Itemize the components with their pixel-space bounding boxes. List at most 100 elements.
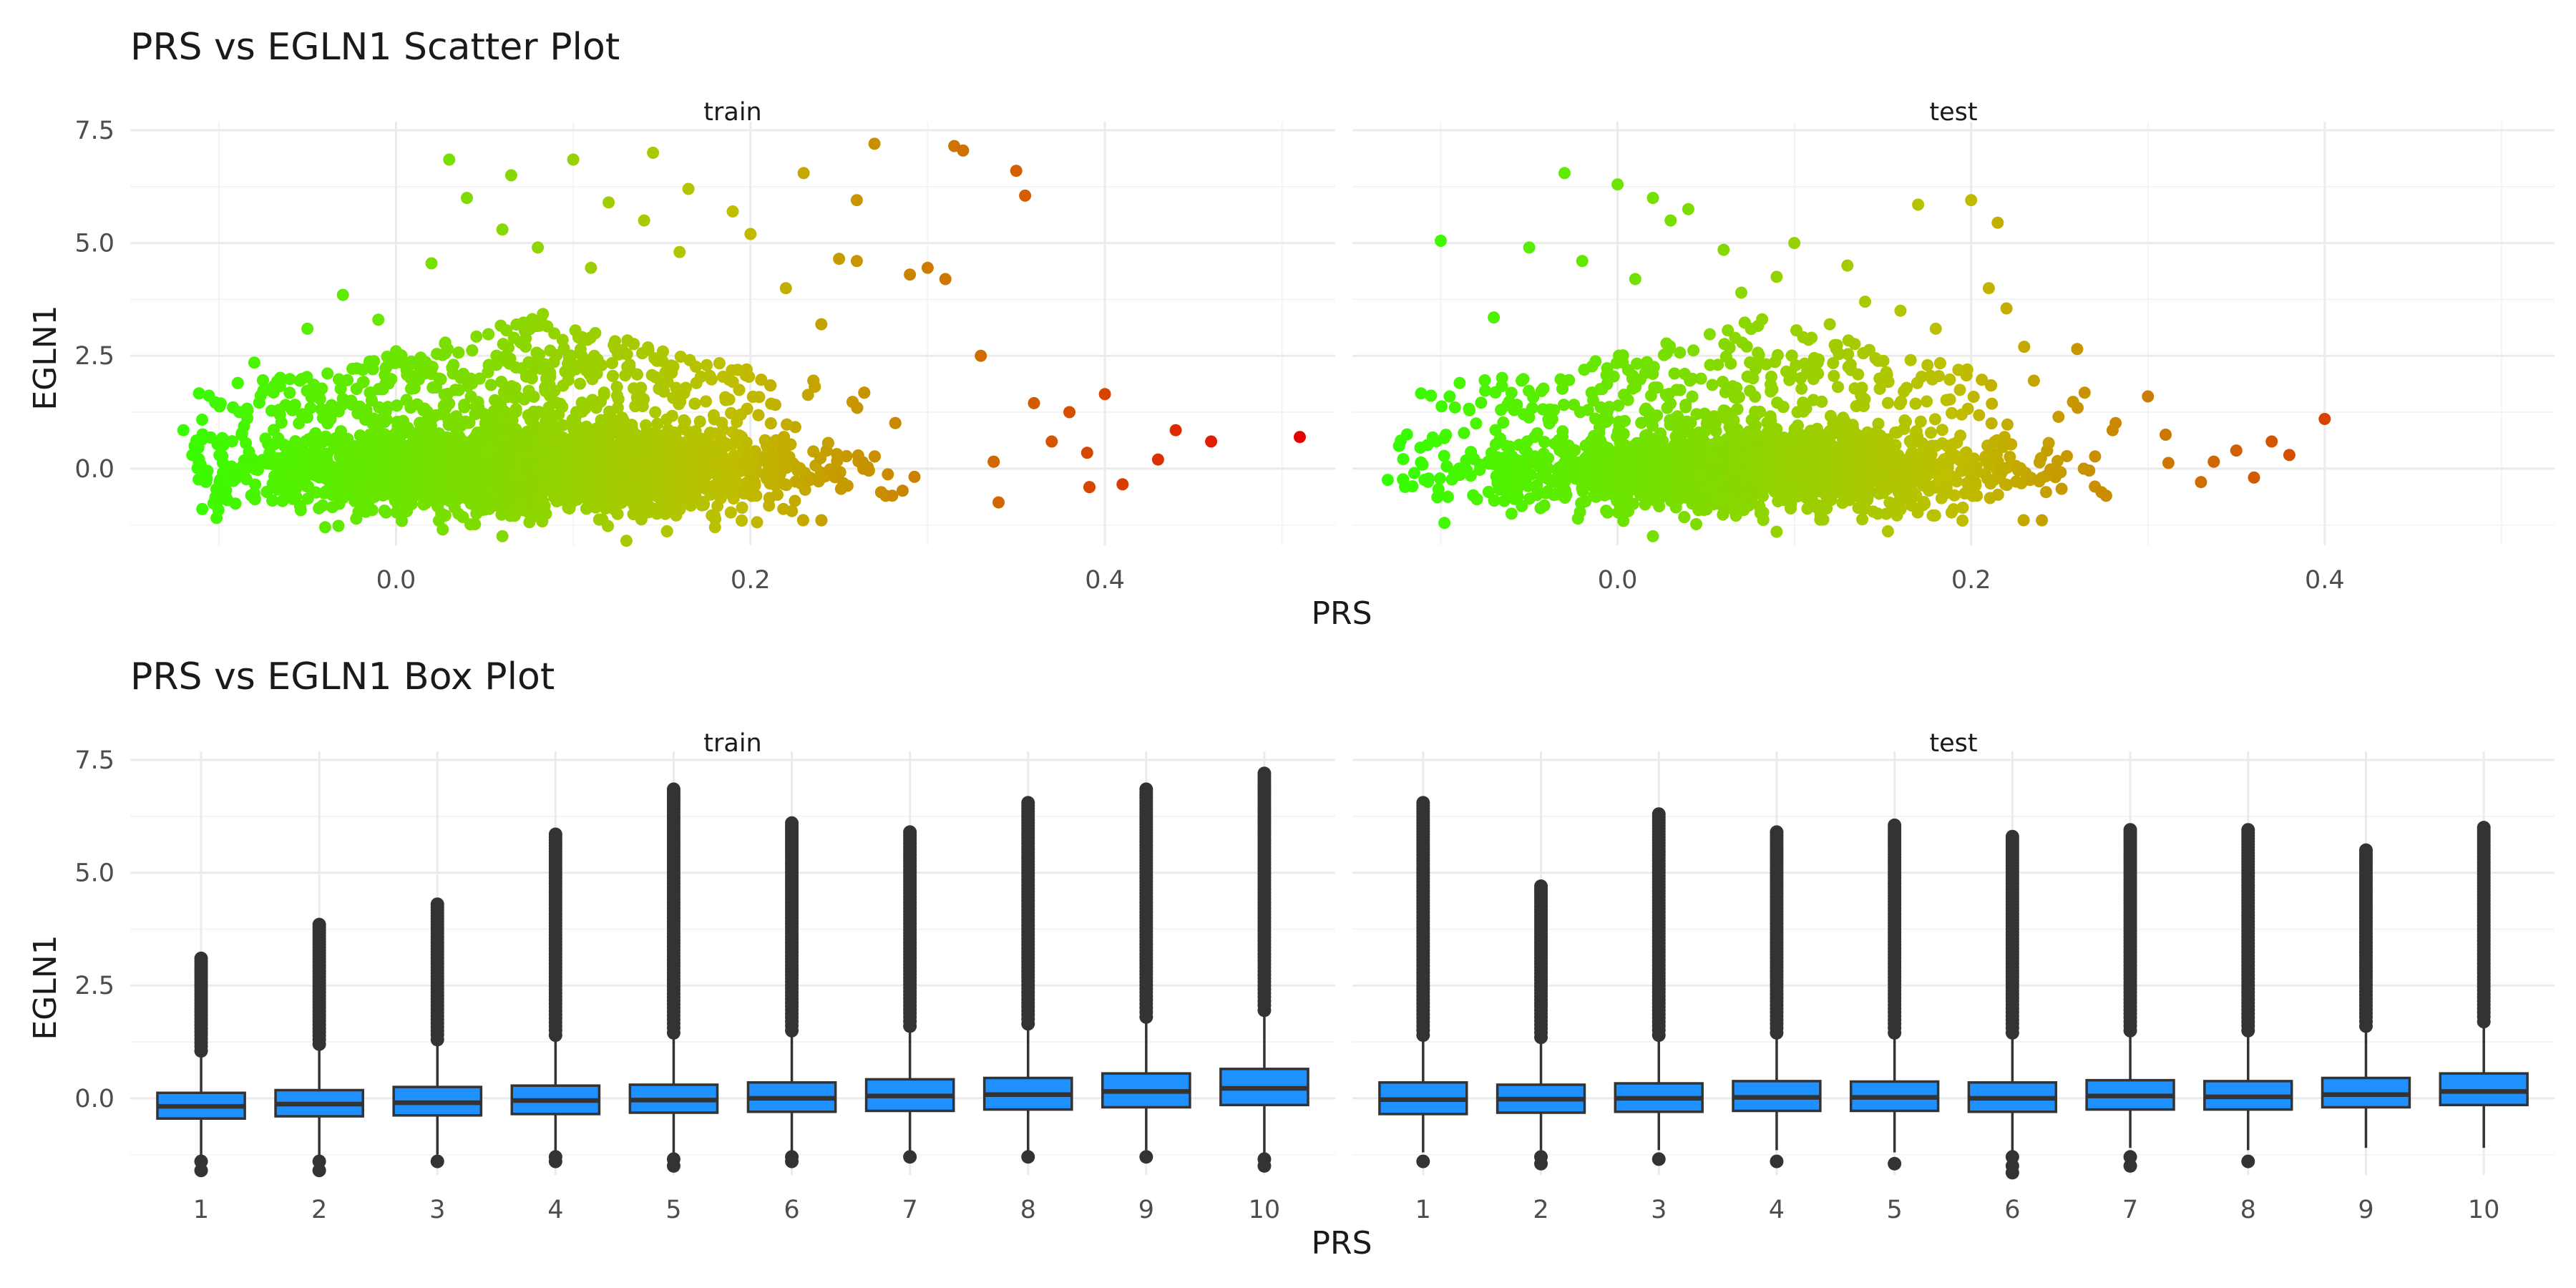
scatter-point [326, 404, 338, 416]
scatter-point [611, 507, 624, 520]
scatter-point [646, 505, 658, 518]
scatter-point [746, 489, 758, 502]
scatter-point [605, 357, 618, 369]
scatter-point [868, 450, 881, 463]
scatter-point [275, 416, 288, 429]
scatter-point [700, 395, 712, 408]
scatter-point [708, 413, 721, 426]
scatter-point [547, 444, 560, 457]
scatter-point [543, 385, 556, 398]
scatter-point [196, 502, 209, 515]
facet-label-train: train [703, 98, 761, 127]
scatter-point [249, 478, 262, 491]
scatter-point [740, 363, 753, 376]
scatter-point [535, 313, 547, 326]
scatter-point [283, 373, 296, 386]
scatter-point [543, 410, 556, 423]
scatter-point [594, 395, 607, 408]
scatter-point [321, 367, 334, 380]
scatter-point [200, 472, 213, 485]
scatter-point [273, 404, 286, 416]
scatter-point [608, 338, 620, 351]
scatter-point [652, 372, 665, 385]
scatter-point [606, 417, 619, 430]
scatter-point [1083, 481, 1096, 494]
scatter-point [764, 417, 777, 430]
scatter-point [332, 519, 345, 532]
scatter-point [243, 446, 255, 459]
scatter-point [679, 381, 692, 394]
scatter-point [465, 491, 478, 503]
box-title: PRS vs EGLN1 Box Plot [130, 655, 555, 698]
scatter-point [502, 341, 514, 354]
scatter-point [213, 400, 226, 413]
scatter-point [466, 344, 479, 357]
scatter-point [611, 389, 623, 402]
scatter-point [660, 525, 673, 537]
scatter-point [389, 430, 401, 443]
scatter-point [837, 477, 849, 489]
scatter-point [210, 512, 223, 525]
scatter-point [620, 348, 633, 361]
scatter-point [235, 426, 248, 439]
scatter-point [678, 414, 691, 426]
scatter-point [479, 503, 492, 516]
scatter-cloud-train [188, 308, 1096, 537]
scatter-point [326, 488, 339, 501]
scatter-point [447, 358, 460, 371]
scatter-point [640, 426, 653, 439]
scatter-point [763, 477, 776, 490]
scatter-point [723, 374, 736, 386]
scatter-point [214, 438, 226, 451]
scatter-point [313, 385, 326, 397]
scatter-point [596, 513, 609, 526]
scatter-point [590, 356, 603, 369]
scatter-point [452, 346, 465, 359]
scatter-point [814, 452, 827, 464]
scatter-point [670, 509, 683, 522]
scatter-point [584, 331, 597, 344]
scatter-title: PRS vs EGLN1 Scatter Plot [130, 26, 620, 69]
scatter-point [457, 511, 469, 524]
scatter-point [636, 347, 649, 360]
scatter-point [621, 361, 634, 374]
scatter-point [834, 466, 847, 479]
scatter-point [440, 390, 453, 403]
scatter-point [649, 406, 662, 419]
scatter-point [621, 334, 634, 347]
scatter-point [882, 468, 894, 481]
scatter-point [368, 355, 381, 368]
scatter-point [559, 365, 572, 378]
scatter-point [405, 382, 417, 395]
scatter-point [831, 454, 844, 467]
scatter-point [260, 486, 273, 498]
scatter-point [528, 409, 541, 422]
scatter-point [556, 333, 569, 346]
scatter-point [693, 415, 706, 428]
scatter-point [439, 347, 452, 360]
scatter-point [674, 395, 687, 408]
scatter-point [378, 504, 391, 517]
scatter-point [405, 369, 418, 382]
scatter-point [713, 357, 726, 370]
scatter-point [253, 396, 265, 409]
scatter-point [238, 464, 251, 477]
scatter-point [229, 497, 242, 510]
scatter-point [680, 453, 693, 466]
scatter-point [341, 374, 353, 386]
scatter-point [789, 494, 801, 507]
scatter-point [496, 404, 509, 417]
scatter-point [214, 474, 227, 487]
scatter-point [606, 369, 619, 382]
scatter-point [464, 372, 477, 385]
scatter-point [421, 406, 434, 419]
scatter-point [780, 462, 793, 474]
scatter-point [801, 389, 814, 401]
scatter-point [812, 475, 825, 488]
scatter-point [257, 384, 270, 397]
scatter-point [576, 405, 589, 418]
scatter-point [858, 386, 871, 399]
scatter-point [316, 499, 329, 512]
scatter-point [282, 440, 295, 453]
